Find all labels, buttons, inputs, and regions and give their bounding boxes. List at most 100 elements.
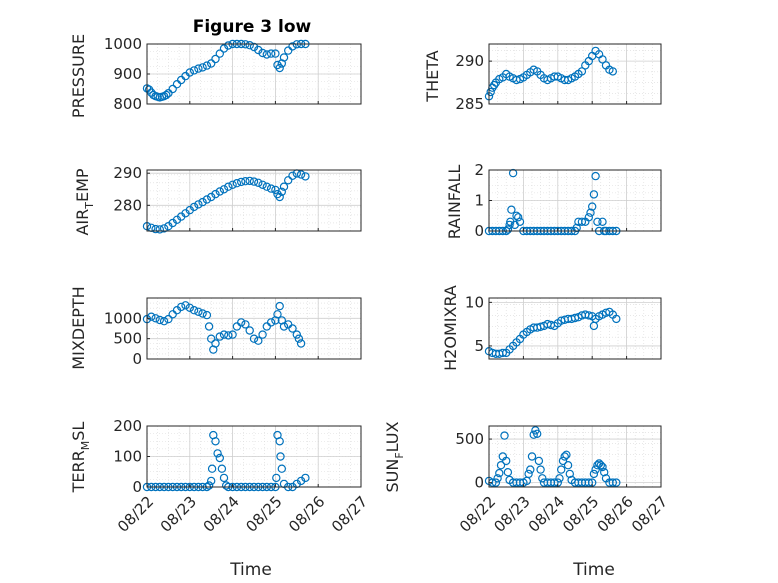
data-point [593, 461, 602, 470]
data-point [262, 182, 271, 191]
data-point [284, 46, 293, 55]
data-point [527, 452, 537, 461]
data-point [529, 430, 538, 439]
data-point [496, 461, 506, 470]
data-point [241, 320, 250, 329]
data-point [577, 217, 587, 226]
data-point [219, 185, 229, 194]
data-point [584, 311, 594, 320]
data-point [279, 182, 289, 191]
data-point [608, 478, 618, 487]
data-point [507, 205, 516, 214]
data-point [598, 462, 607, 472]
data-point [254, 178, 263, 187]
data-point [219, 473, 229, 483]
panel-rainfall: 0 1 2 RAINFALL [445, 161, 662, 240]
data-point [593, 217, 602, 226]
y-tick-label: 900 [113, 65, 142, 83]
data-point [164, 88, 173, 98]
panel-air-temp: 280 290 AIRTEMP [73, 164, 362, 236]
data-point [249, 334, 259, 343]
data-point [490, 80, 499, 90]
data-point [493, 474, 502, 483]
ylabel-terr-msl: TERRMSL [69, 422, 92, 494]
data-point [151, 314, 160, 323]
data-point [181, 301, 190, 310]
data-point [176, 302, 186, 312]
data-point [533, 429, 542, 438]
data-point [254, 336, 263, 345]
data-point [272, 473, 281, 483]
data-point [185, 303, 194, 312]
plot-area-h2omixra: 5 10 [465, 293, 662, 360]
data-point [202, 310, 212, 320]
data-point [500, 431, 509, 440]
data-point [241, 176, 250, 186]
panel-h2omixra: 5 10 H2OMIXRA [441, 285, 662, 371]
data-point [600, 468, 609, 477]
x-tick-label: 08/23 [157, 493, 200, 536]
plot-area-pressure: 800 900 1000 [104, 35, 362, 113]
x-tick-label: 08/27 [328, 493, 371, 536]
data-point [228, 330, 237, 339]
axes-frame [488, 43, 662, 105]
data-point [275, 437, 284, 446]
x-tick-label: 08/26 [285, 493, 328, 536]
data-point [266, 318, 276, 327]
data-point [586, 208, 595, 217]
data-point [206, 476, 216, 486]
data-point [206, 59, 216, 68]
x-tick-label: 08/24 [200, 493, 243, 536]
data-point [194, 307, 203, 316]
x-tick-label: 08/22 [456, 493, 499, 536]
data-point [534, 456, 544, 466]
data-point [202, 61, 212, 70]
plot-area-air-temp: 280 290 [113, 164, 362, 234]
data-point [232, 178, 242, 188]
data-point [245, 176, 254, 186]
y-tick-label: 500 [113, 330, 142, 348]
data-point [211, 339, 220, 348]
data-point [271, 49, 280, 58]
y-tick-label: 285 [455, 95, 484, 113]
x-tick-label: 08/26 [594, 493, 637, 536]
y-tick-label: 1000 [104, 309, 142, 327]
panel-theta: 285 290 THETA [423, 43, 662, 113]
data-point [555, 474, 564, 483]
ylabel-rainfall: RAINFALL [445, 165, 464, 240]
y-tick-label: 10 [465, 293, 484, 311]
data-point [276, 452, 285, 461]
data-point [502, 456, 511, 466]
data-point [588, 202, 597, 211]
data-point [204, 322, 214, 331]
data-point [198, 63, 207, 72]
data-point [503, 225, 513, 234]
data-point [589, 469, 599, 479]
data-point [589, 190, 599, 199]
data-point [258, 330, 267, 339]
data-point [560, 452, 569, 461]
data-point [236, 318, 246, 327]
data-point [570, 313, 580, 323]
data-point [206, 192, 216, 202]
y-tick-label: 500 [455, 430, 484, 448]
y-tick-label: 290 [113, 164, 142, 182]
data-point [207, 464, 217, 473]
data-point [503, 468, 513, 477]
data-point [224, 331, 233, 340]
data-point [279, 53, 289, 62]
data-point [296, 170, 306, 179]
data-point [584, 213, 594, 222]
y-tick-label: 0 [474, 474, 484, 492]
data-point [245, 41, 254, 50]
data-point [608, 67, 618, 76]
data-point [155, 225, 164, 234]
data-point [598, 217, 607, 226]
data-point [164, 314, 173, 324]
data-point [168, 84, 177, 94]
data-point [491, 478, 501, 487]
x-tick-label: 08/24 [525, 493, 568, 536]
x-tick-label: 08/22 [114, 493, 157, 536]
